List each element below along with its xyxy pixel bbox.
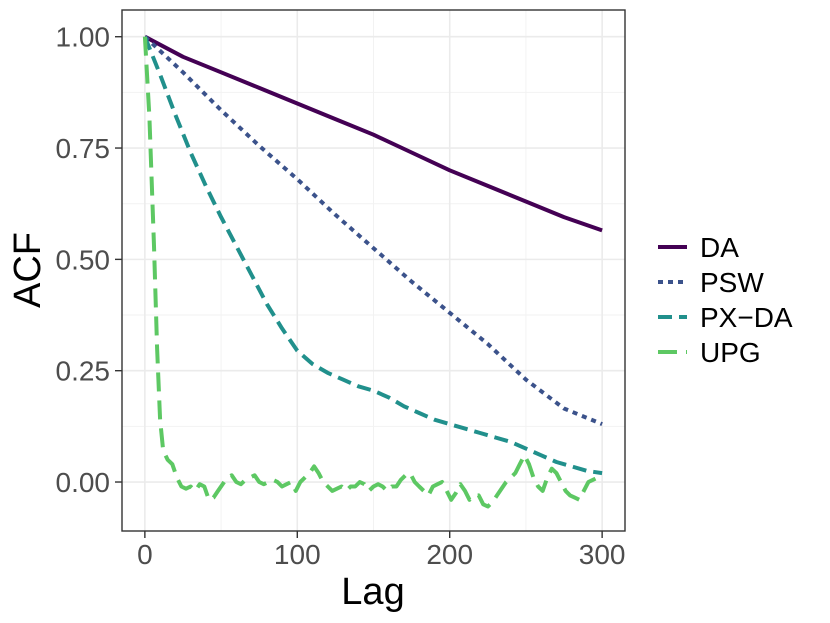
legend-label: DA xyxy=(700,232,739,263)
legend-label: UPG xyxy=(700,337,761,368)
x-axis: 0 100 200 300 xyxy=(137,531,625,570)
x-tick-label: 200 xyxy=(426,539,473,570)
major-gridlines xyxy=(122,10,625,531)
y-tick-label: 0.50 xyxy=(56,244,111,275)
x-axis-title: Lag xyxy=(341,571,404,613)
x-tick-label: 300 xyxy=(579,539,626,570)
legend-label: PX−DA xyxy=(700,302,793,333)
y-axis: 0.00 0.25 0.50 0.75 1.00 xyxy=(56,22,122,498)
minor-gridlines xyxy=(122,10,625,531)
x-tick-label: 100 xyxy=(274,539,321,570)
y-axis-title: ACF xyxy=(7,232,49,308)
legend: DA PSW PX−DA UPG xyxy=(658,232,793,368)
series-line-da xyxy=(143,34,603,233)
series-lines xyxy=(142,34,604,509)
y-tick-label: 0.25 xyxy=(56,356,111,387)
series-line-px-da xyxy=(143,35,603,476)
x-tick-label: 0 xyxy=(137,539,153,570)
y-tick-label: 1.00 xyxy=(56,22,111,53)
legend-label: PSW xyxy=(700,267,764,298)
plot-border xyxy=(121,9,626,532)
y-tick-label: 0.75 xyxy=(56,133,111,164)
y-tick-label: 0.00 xyxy=(56,467,111,498)
series-line-upg xyxy=(142,36,604,509)
series-line-psw xyxy=(143,35,603,426)
